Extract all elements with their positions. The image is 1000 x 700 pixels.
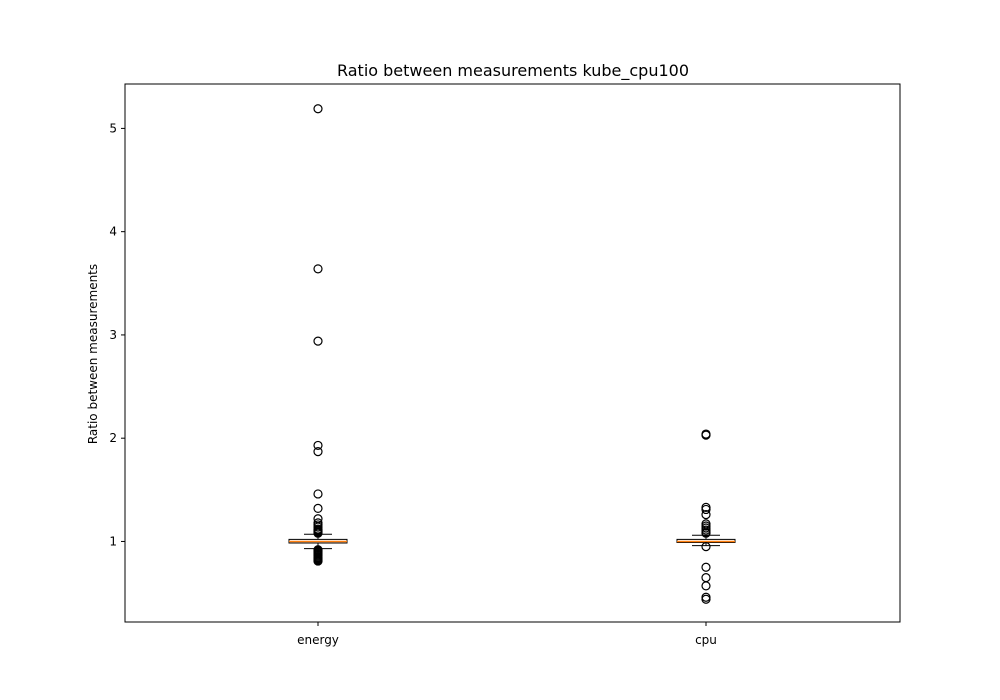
plot-area-frame: [124, 83, 901, 623]
outlier-point: [313, 104, 323, 114]
y-tick-label: 2: [109, 431, 117, 445]
y-tick-label: 1: [109, 534, 117, 548]
y-axis-label: Ratio between measurements: [86, 264, 100, 444]
outlier-point: [701, 510, 711, 520]
outlier-point: [701, 594, 711, 604]
outlier-point: [701, 562, 711, 572]
outlier-point: [701, 542, 711, 552]
y-axis: 1 2 3 4 5: [109, 121, 125, 548]
box-energy: [288, 104, 348, 566]
outlier-point: [313, 556, 323, 566]
x-tick-label: energy: [297, 633, 339, 647]
y-tick-label: 5: [109, 121, 117, 135]
box-cpu: [676, 429, 736, 604]
outlier-point: [701, 504, 711, 515]
boxes-layer: [288, 104, 736, 604]
outlier-point: [313, 264, 323, 274]
outlier-point: [701, 572, 711, 583]
chart-title: Ratio between measurements kube_cpu100: [337, 61, 689, 81]
y-tick-label: 4: [109, 225, 117, 239]
outlier-point: [313, 447, 323, 457]
outlier-point: [313, 440, 323, 451]
x-axis: energy cpu: [297, 622, 717, 647]
outlier-point: [313, 489, 323, 499]
y-tick-label: 3: [109, 328, 117, 342]
x-tick-label: cpu: [695, 633, 717, 647]
outlier-point: [701, 581, 711, 591]
outlier-point: [701, 528, 711, 538]
outlier-point: [313, 336, 323, 346]
outlier-point: [313, 528, 323, 538]
outlier-point: [313, 503, 323, 514]
outlier-point: [701, 430, 711, 440]
